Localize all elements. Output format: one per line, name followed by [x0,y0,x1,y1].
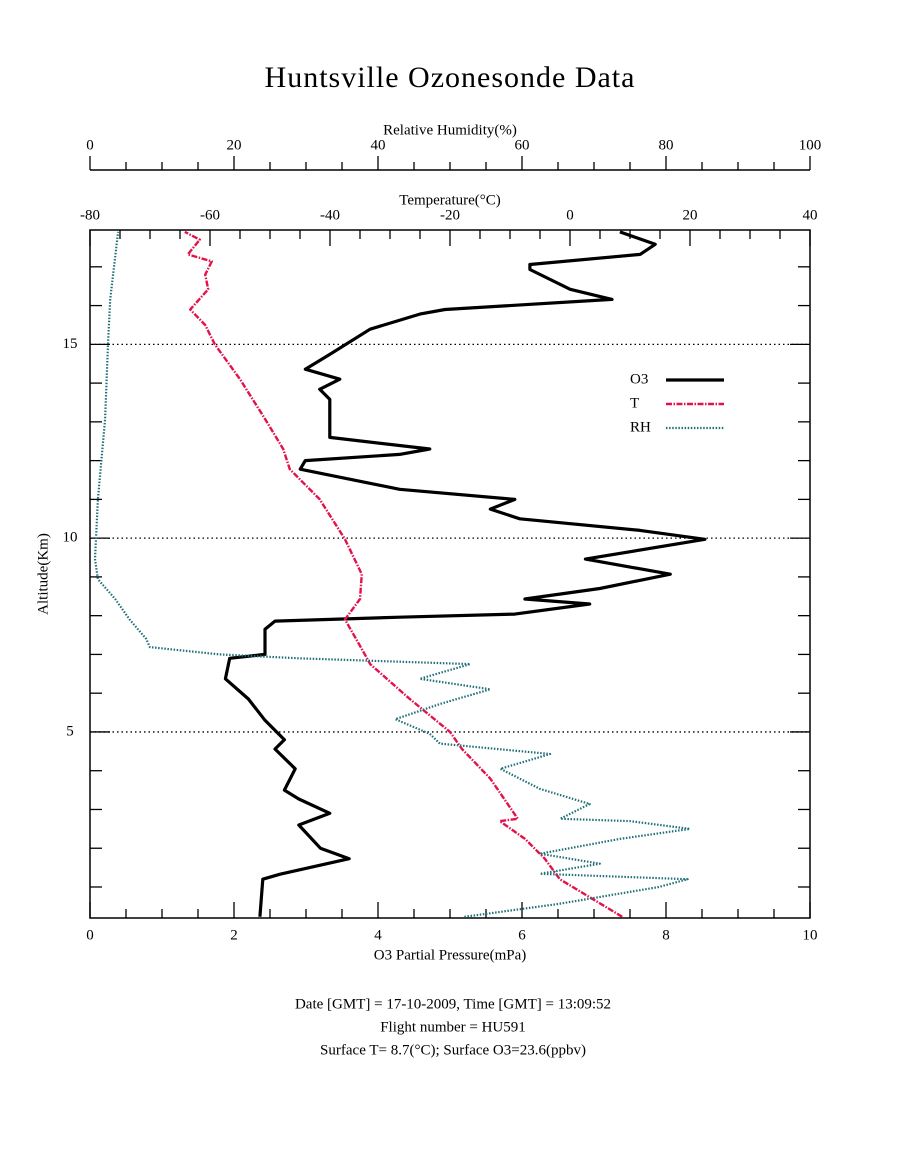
series-line [93,231,691,918]
y-tick-label: 15 [63,336,78,352]
x-tick-label: 4 [374,927,382,943]
series-line [223,230,707,917]
note: Flight number = HU591 [380,1019,526,1035]
x-tick-label: 6 [518,927,526,943]
note: Date [GMT] = 17-10-2009, Time [GMT] = 13… [295,996,611,1012]
y-tick-label: 10 [63,530,78,546]
rh-tick-label: 20 [227,137,242,153]
rh-tick-label: 100 [799,137,822,153]
t-tick-label: 0 [566,207,574,223]
x-tick-label: 10 [803,927,818,943]
y-tick-label: 5 [66,723,74,739]
rh-tick-label: 0 [86,137,94,153]
rh-tick-label: 60 [515,137,530,153]
x-axis-label: O3 Partial Pressure(mPa) [374,947,526,963]
t-tick-label: 40 [803,207,818,223]
t-tick-label: -20 [440,207,460,223]
series-line [184,230,623,918]
t-tick-label: 20 [683,207,698,223]
y-axis-label: Altitude(Km) [35,533,51,615]
t-tick-label: -40 [320,207,340,223]
note: Surface T= 8.7(°C); Surface O3=23.6(ppbv… [320,1042,586,1058]
t-tick-label: -80 [80,207,100,223]
x-tick-label: 2 [230,927,238,943]
legend-label: T [630,395,639,411]
rh-tick-label: 80 [659,137,674,153]
rh-axis-label: Relative Humidity(%) [383,122,517,138]
t-tick-label: -60 [200,207,220,223]
x-tick-label: 0 [86,927,94,943]
x-tick-label: 8 [662,927,670,943]
legend-label: O3 [630,371,648,387]
rh-tick-label: 40 [371,137,386,153]
chart-title: Huntsville Ozonesonde Data [265,61,636,94]
legend-label: RH [630,419,651,435]
t-axis-label: Temperature(°C) [399,192,501,208]
